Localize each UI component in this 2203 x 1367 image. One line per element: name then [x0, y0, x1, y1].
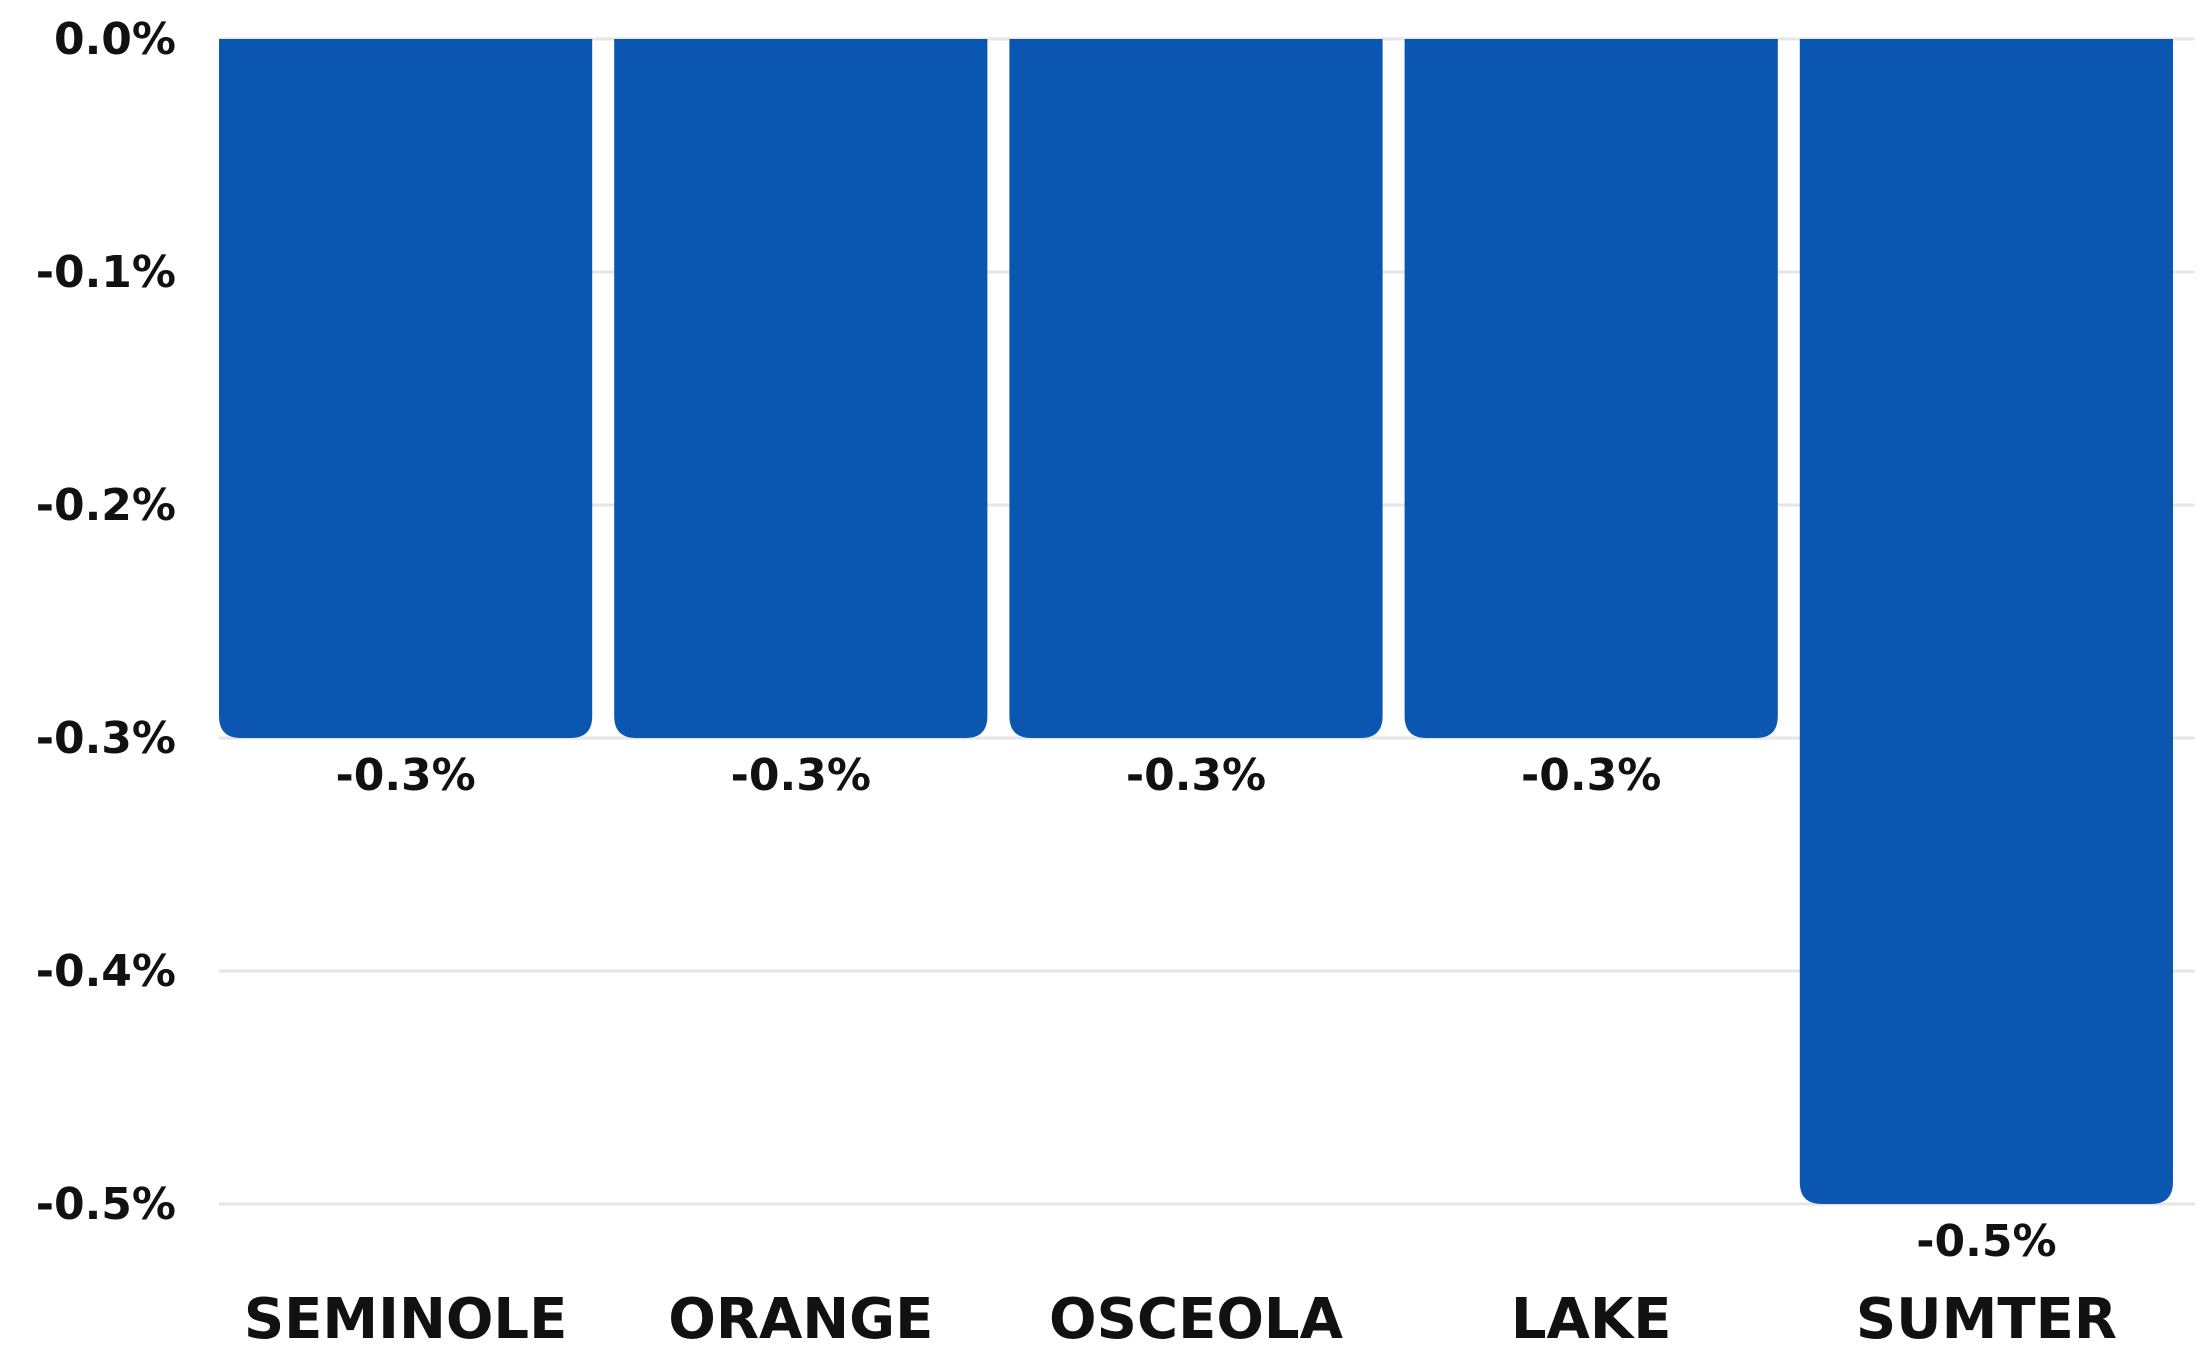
data-label: -0.3% — [1521, 750, 1661, 801]
category-label: OSCEOLA — [1049, 1287, 1344, 1352]
y-tick-label: -0.5% — [36, 1179, 176, 1230]
bar-seminole — [219, 39, 593, 738]
bar-sumter — [1799, 39, 2173, 1204]
bar-lake — [1404, 39, 1778, 738]
y-tick-label: -0.2% — [36, 480, 176, 531]
data-label: -0.3% — [335, 750, 475, 801]
y-axis-ticks: 0.0% -0.1% -0.2% -0.3% -0.4% -0.5% — [36, 14, 176, 1230]
category-label: SEMINOLE — [244, 1287, 568, 1352]
data-labels: -0.3% -0.3% -0.3% -0.3% -0.5% — [335, 750, 2056, 1267]
bars — [219, 39, 2173, 1204]
category-label: ORANGE — [668, 1287, 933, 1352]
category-label: LAKE — [1511, 1287, 1672, 1352]
y-tick-label: -0.3% — [36, 713, 176, 764]
x-axis-categories: SEMINOLE ORANGE OSCEOLA LAKE SUMTER — [244, 1287, 2117, 1352]
y-tick-label: 0.0% — [54, 14, 176, 65]
data-label: -0.3% — [1126, 750, 1266, 801]
data-label: -0.5% — [1916, 1216, 2056, 1267]
bar-orange — [614, 39, 988, 738]
bar-osceola — [1009, 39, 1383, 738]
category-label: SUMTER — [1856, 1287, 2117, 1352]
data-label: -0.3% — [731, 750, 871, 801]
y-tick-label: -0.4% — [36, 946, 176, 997]
y-tick-label: -0.1% — [36, 247, 176, 298]
